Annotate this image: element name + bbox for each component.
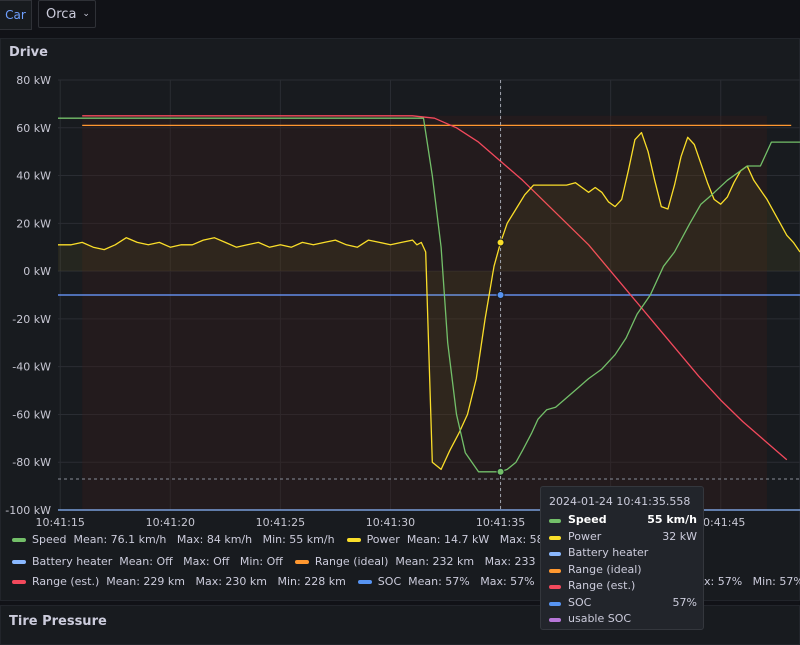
car-variable-value: Orca — [46, 6, 77, 22]
crosshair-point-speed — [496, 467, 505, 476]
y-tick-label: 60 kW — [16, 122, 51, 135]
legend-item[interactable]: Speed Mean: 76.1 km/h Max: 84 km/h Min: … — [12, 533, 335, 546]
legend-item[interactable]: Range (est.) Mean: 229 km Max: 230 km Mi… — [12, 575, 346, 588]
tooltip-series-name: usable SOC — [568, 612, 632, 625]
y-tick-label: 20 kW — [16, 217, 51, 230]
tooltip-series-value: 55 km/h — [647, 513, 697, 526]
range-area — [82, 115, 767, 510]
x-tick-label: 10:41:30 — [366, 516, 415, 528]
tooltip-swatch — [549, 535, 561, 540]
tooltip-row: Speed 55 km/h — [549, 513, 697, 529]
tooltip-swatch — [549, 601, 561, 606]
drive-chart[interactable]: 80 kW 60 kW 40 kW 20 kW 0 kW -20 kW -40 kW -60 … — [0, 0, 800, 528]
panel-title: Tire Pressure — [9, 614, 107, 629]
legend-swatch — [346, 538, 361, 542]
legend-row-3: Range (est.) Mean: 229 km Max: 230 km Mi… — [12, 575, 800, 588]
legend-swatch — [294, 560, 309, 564]
series-line-speed — [58, 117, 800, 473]
chevron-down-icon: ⌄ — [82, 9, 90, 19]
tooltip-row: Power 32 kW — [549, 530, 697, 546]
legend-item[interactable]: Battery heater Mean: Off Max: Off Min: O… — [12, 555, 283, 568]
y-tick-label: 40 kW — [16, 170, 51, 183]
crosshair-point-soc — [496, 291, 505, 299]
tooltip-series-name: Range (ideal) — [568, 562, 642, 576]
legend-text: Speed Mean: 76.1 km/h Max: 84 km/h Min: … — [32, 533, 335, 546]
legend-swatch — [12, 580, 26, 584]
tooltip-swatch — [549, 552, 561, 556]
legend-text: Battery heater Mean: Off Max: Off Min: O… — [32, 555, 283, 568]
tooltip-series-name: Power — [568, 529, 602, 543]
car-variable-select[interactable]: Orca ⌄ — [38, 0, 96, 28]
tooltip-swatch — [549, 568, 561, 573]
legend-swatch — [12, 538, 26, 542]
legend-text: Range (est.) Mean: 229 km Max: 230 km Mi… — [32, 575, 346, 588]
tooltip-swatch — [549, 519, 561, 523]
legend-row-1: Speed Mean: 76.1 km/h Max: 84 km/h Min: … — [12, 533, 610, 546]
legend-swatch — [12, 560, 26, 564]
y-tick-label: -20 kW — [12, 313, 51, 326]
x-tick-label: 10:41:45 — [696, 516, 745, 528]
crosshair-point-power — [496, 238, 505, 247]
dashboard-topbar: Car Orca ⌄ — [0, 0, 800, 32]
legend-swatch — [357, 580, 372, 584]
y-tick-label: -80 kW — [12, 456, 51, 469]
tooltip-series-name: Range (est.) — [568, 579, 636, 592]
x-tick-label: 10:41:25 — [256, 516, 305, 528]
tooltip-series-name: Speed — [568, 513, 607, 526]
variable-label-car: Car — [0, 0, 32, 30]
y-tick-label: -40 kW — [12, 361, 51, 374]
tooltip-series-value: 57% — [672, 595, 697, 609]
y-tick-label: 80 kW — [16, 74, 51, 87]
legend-row-2: Battery heater Mean: Off Max: Off Min: O… — [12, 555, 612, 568]
x-tick-label: 10:41:35 — [476, 516, 525, 528]
chart-tooltip: 2024-01-24 10:41:35.558 Speed 55 km/h Powe… — [540, 486, 704, 630]
panel-title: Drive — [9, 45, 48, 60]
tooltip-series-name: Battery heater — [568, 546, 649, 559]
tooltip-row: Battery heater — [549, 546, 697, 562]
y-tick-label: -60 kW — [12, 408, 51, 421]
tooltip-row: SOC 57% — [549, 596, 697, 612]
tooltip-series-name: SOC — [568, 595, 592, 609]
tooltip-row: usable SOC — [549, 612, 697, 628]
y-tick-label: 0 kW — [23, 265, 51, 278]
legend-text-tail: x: 57% Min: 57% — [704, 575, 800, 588]
series-line-range-est- — [82, 115, 788, 461]
series-area-power — [58, 132, 800, 470]
tooltip-row: Range (est.) — [549, 579, 697, 595]
tooltip-swatch — [549, 618, 561, 622]
tooltip-series-value: 32 kW — [662, 529, 697, 543]
y-tick-label: -100 kW — [5, 504, 51, 517]
series-line-power — [58, 131, 800, 471]
x-tick-label: 10:41:20 — [146, 516, 195, 528]
tooltip-row: Range (ideal) — [549, 563, 697, 579]
tooltip-swatch — [549, 585, 561, 589]
x-tick-label: 10:41:15 — [35, 516, 84, 528]
tooltip-time: 2024-01-24 10:41:35.558 — [549, 495, 691, 508]
